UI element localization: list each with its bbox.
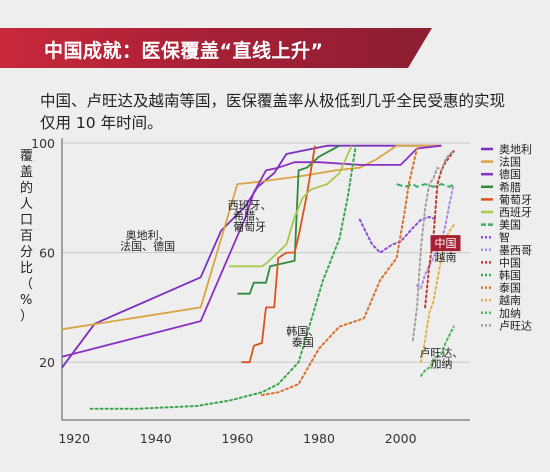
annotation-label: 中国 xyxy=(435,237,457,250)
annotation-label: 葡萄牙 xyxy=(233,221,266,234)
legend-label: 韩国 xyxy=(499,268,521,282)
y-axis-title-char: 盖 xyxy=(20,165,34,180)
y-axis-title-char: 覆 xyxy=(20,149,34,164)
grid xyxy=(62,142,470,363)
annotation-label: 卢旺达、 xyxy=(419,347,463,360)
legend-label: 智 xyxy=(499,230,510,244)
y-axis-title-char: （ xyxy=(20,277,34,292)
annotation-label: 希腊、 xyxy=(233,209,266,223)
series-line xyxy=(358,216,439,254)
series-lines xyxy=(61,144,455,410)
legend-label: 西班牙 xyxy=(499,206,532,219)
x-tick-label: 1960 xyxy=(222,431,254,446)
annotation-label: 加纳 xyxy=(430,358,452,371)
annotation-label: 越南 xyxy=(435,250,457,264)
x-tick-label: 1940 xyxy=(140,431,172,446)
legend-label: 中国 xyxy=(499,256,521,269)
x-tick-label: 1920 xyxy=(58,431,90,446)
annotation-label: 西班牙、 xyxy=(228,199,272,212)
series-line xyxy=(241,145,316,364)
legend-label: 奥地利 xyxy=(499,142,532,156)
legend-label: 墨西哥 xyxy=(499,244,532,257)
legend-label: 希腊 xyxy=(499,180,521,194)
series-line xyxy=(260,147,418,397)
axes xyxy=(61,138,470,421)
y-axis-title-char: 比 xyxy=(20,261,34,276)
title-banner-notch xyxy=(408,28,432,68)
legend-label: 越南 xyxy=(499,293,521,307)
legend-label: 美国 xyxy=(499,219,521,232)
series-line xyxy=(229,145,353,268)
legend-label: 德国 xyxy=(499,167,521,181)
series-line xyxy=(61,144,442,369)
china-label-box xyxy=(430,235,461,252)
annotation-label: 韩国、 xyxy=(286,324,319,338)
legend-label: 加纳 xyxy=(499,307,521,320)
y-tick-label: 20 xyxy=(39,355,55,370)
series-line xyxy=(61,144,442,358)
y-axis-title-char: 口 xyxy=(20,213,34,228)
series-line xyxy=(420,224,455,364)
y-axis-title-char: % xyxy=(20,293,33,308)
y-axis-title-char: ） xyxy=(20,309,34,324)
series-line xyxy=(396,183,455,188)
series-line xyxy=(89,144,357,410)
series-line xyxy=(61,144,442,331)
tick-labels: 1920 1940 1960 1980 2000 20 60 100 xyxy=(31,136,416,446)
title-banner xyxy=(0,28,408,68)
annotation-label: 奥地利、 xyxy=(126,228,170,242)
annotation-label: 法国、德国 xyxy=(120,239,175,253)
legend-label: 法国 xyxy=(499,155,521,169)
annotation-label: 泰国 xyxy=(292,335,314,349)
series-line xyxy=(416,183,455,290)
series-line xyxy=(420,325,455,377)
x-tick-label: 2000 xyxy=(385,431,417,446)
series-line xyxy=(424,150,455,309)
series-line xyxy=(411,150,455,342)
y-axis-title-char: 分 xyxy=(20,245,34,260)
y-axis-title-char: 的 xyxy=(20,181,34,196)
legend-label: 卢旺达 xyxy=(499,319,532,332)
legend-label: 泰国 xyxy=(499,281,521,295)
y-tick-label: 100 xyxy=(31,136,55,151)
y-axis-title-char: 人 xyxy=(20,197,34,212)
y-tick-label: 60 xyxy=(39,246,55,261)
chart-subtitle: 中国、卢旺达及越南等国，医保覆盖率从极低到几乎全民受惠的实现仅用 10 年时间。 xyxy=(40,92,506,132)
y-axis-title-char: 百 xyxy=(20,229,34,244)
page-title: 中国成就：医保覆盖“直线上升” xyxy=(44,40,324,62)
x-tick-label: 1980 xyxy=(303,431,335,446)
legend-label: 葡萄牙 xyxy=(499,193,532,206)
